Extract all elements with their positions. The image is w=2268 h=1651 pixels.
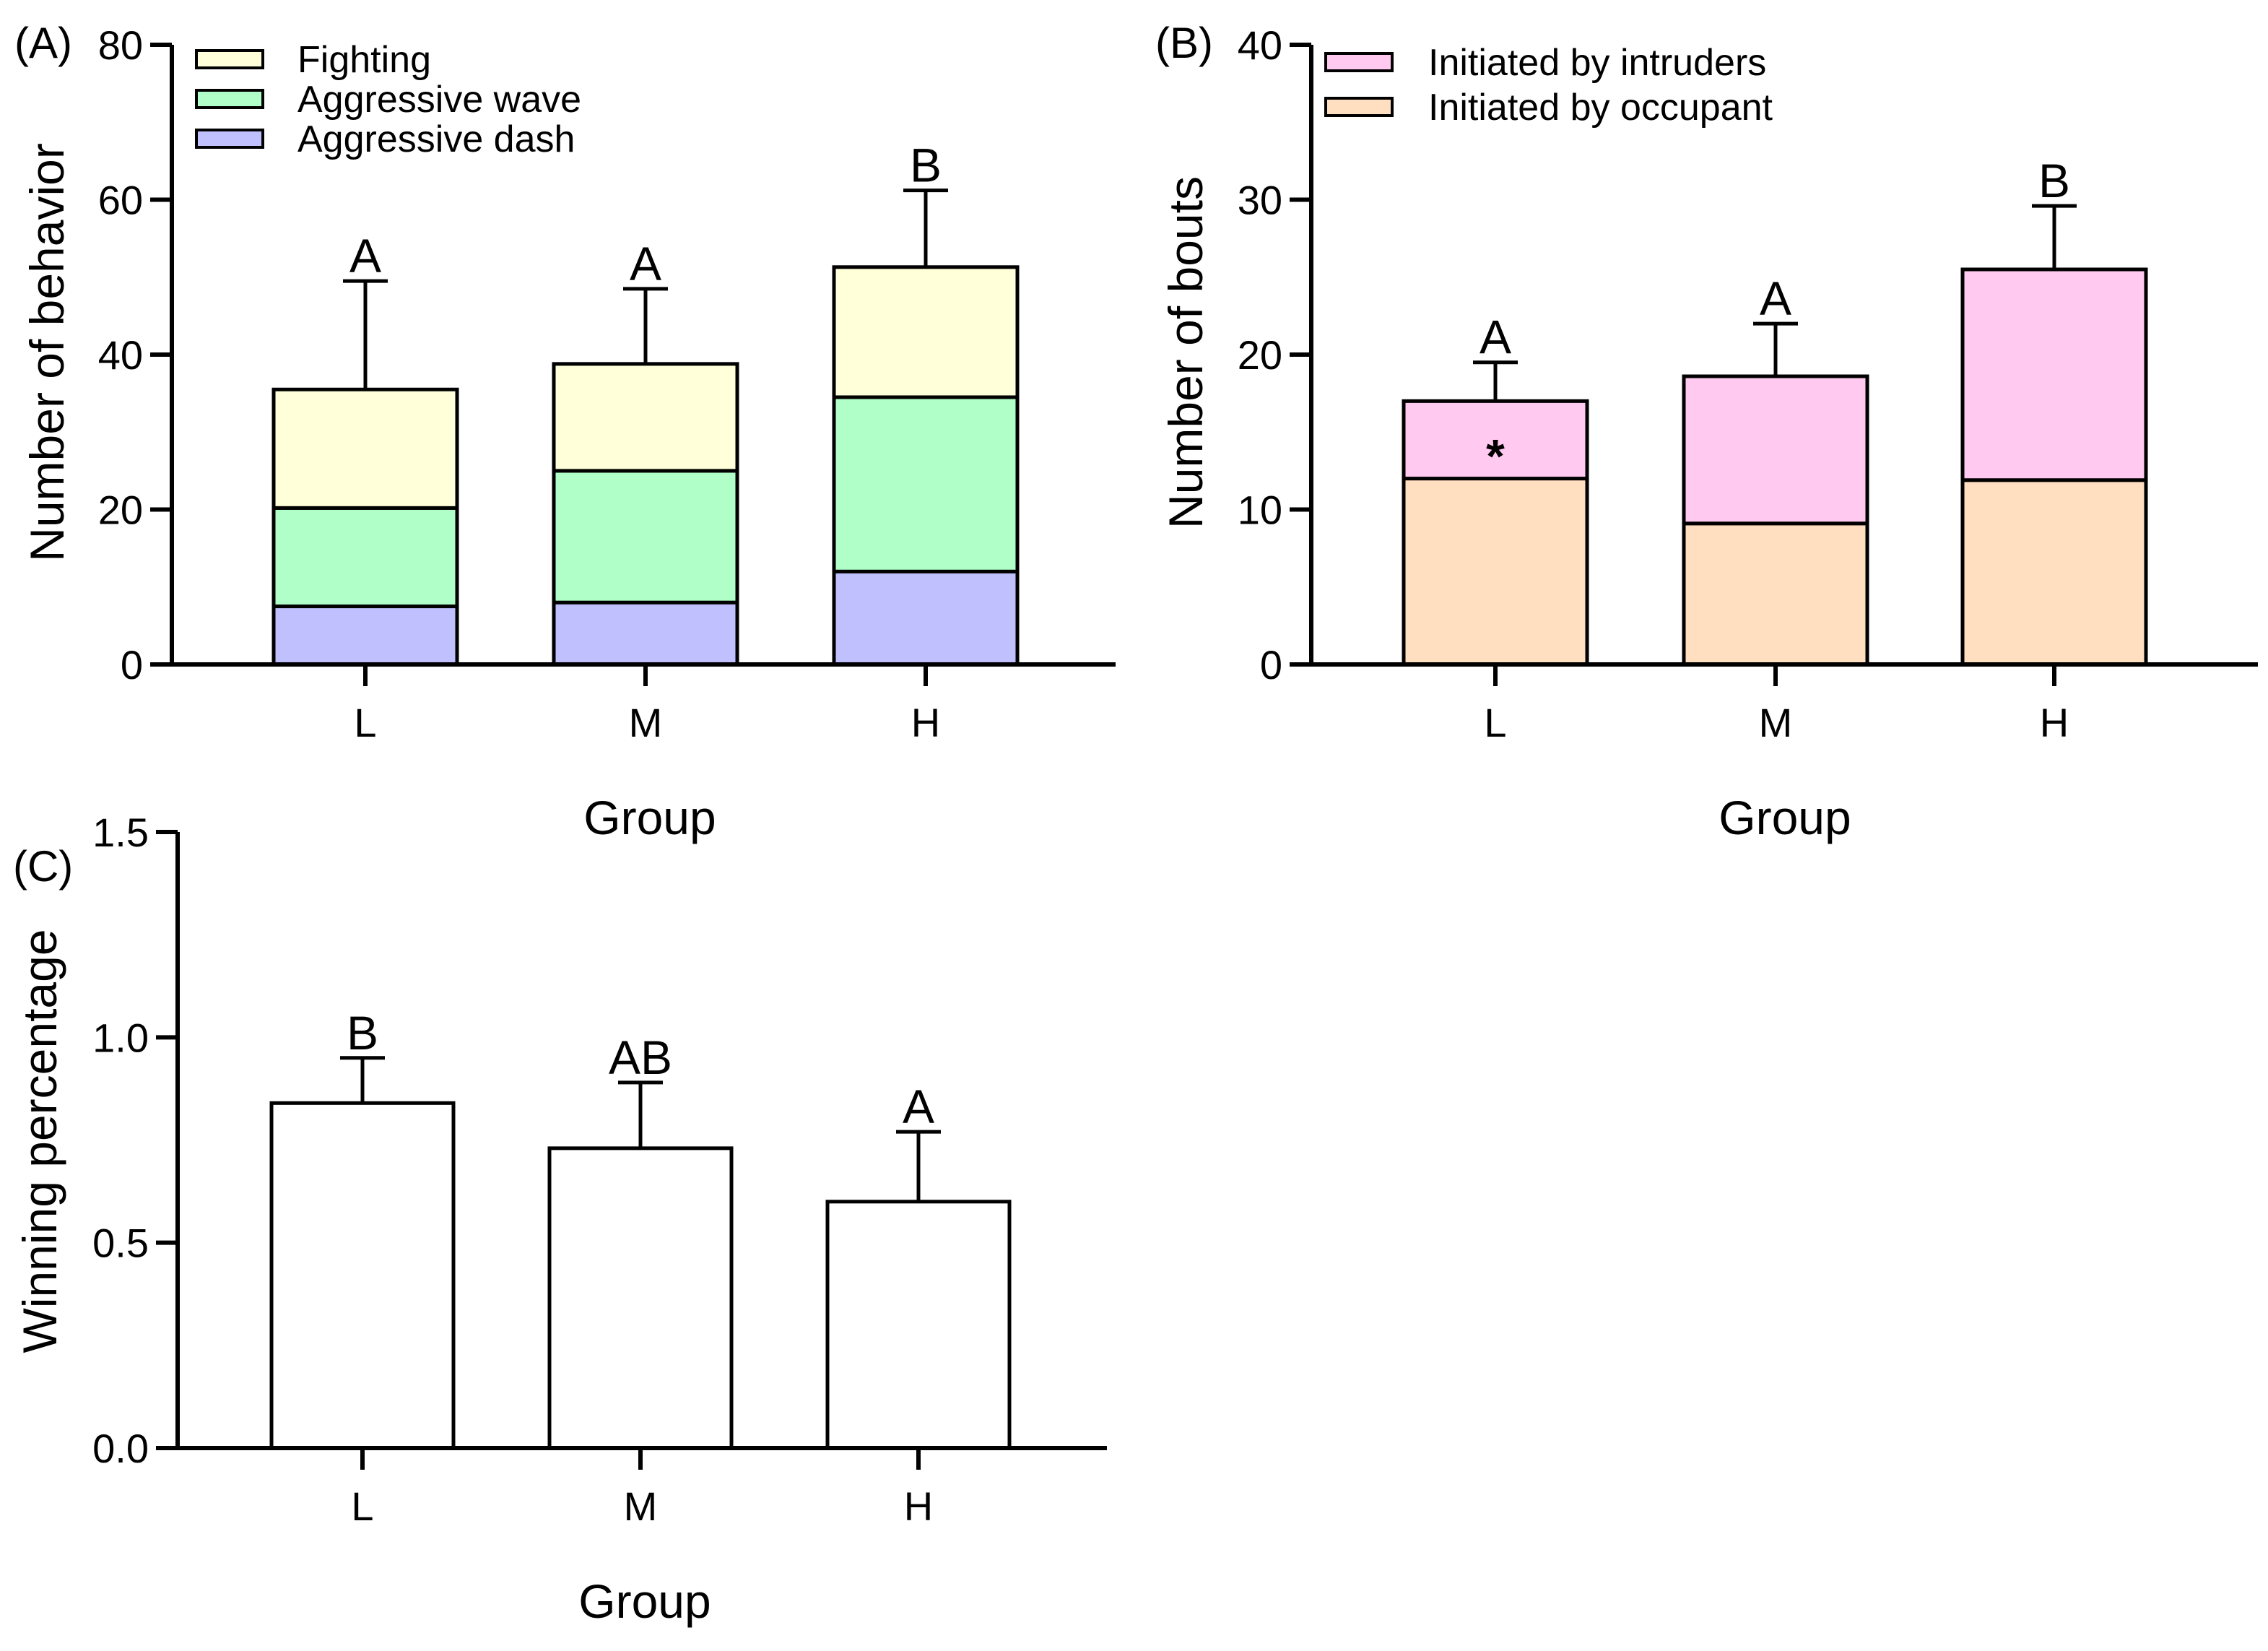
panel-b-significance-asterisk: * [1486, 430, 1505, 483]
panel-b-legend-swatch-initiated-by-intruders [1324, 52, 1394, 72]
panel-b-significance-letter-L: A [1480, 311, 1511, 364]
panel-c-x-tick-label-L: L [351, 1483, 373, 1529]
panel-c-bar-L [269, 1101, 456, 1450]
panel-a-y-tick-label-60: 60 [98, 178, 143, 223]
panel-a-bar-H-aggressive-wave [832, 395, 1020, 573]
panel-a-x-tick-label-L: L [354, 700, 376, 745]
panel-c-x-axis-title: Group [578, 1574, 711, 1628]
panel-b-bar-H-initiated-by-occupant [1960, 478, 2148, 667]
panel-b-significance-letter-H: B [2038, 154, 2070, 207]
panel-c-bar-H [825, 1200, 1012, 1450]
panel-a-y-tick-label-0: 0 [121, 642, 143, 688]
panel-b-legend-label-initiated-by-intruders: Initiated by intruders [1428, 42, 1766, 84]
panel-c-significance-letter-H: A [903, 1080, 934, 1133]
panel-c-x-tick-label-M: M [624, 1483, 658, 1529]
panel-b-x-tick-label-M: M [1759, 700, 1793, 745]
panel-c-y-axis-title: Winning percentage [13, 929, 66, 1353]
panel-a-bar-M-fighting [552, 362, 739, 473]
panel-b-x-tick-label-L: L [1484, 700, 1506, 745]
panel-a-significance-letter-M: A [630, 237, 661, 290]
panel-c-y-tick-label-0.0: 0.0 [92, 1426, 149, 1471]
panel-b-y-tick-label-30: 30 [1238, 178, 1282, 223]
panel-a-legend-swatch-aggressive-wave [195, 89, 264, 109]
panel-b-bar-M-initiated-by-occupant [1682, 521, 1869, 667]
panel-b-significance-letter-M: A [1760, 272, 1791, 325]
panel-a-y-tick-label-40: 40 [98, 332, 143, 378]
panel-a-bar-M-aggressive-wave [552, 469, 739, 604]
panel-a-bar-L-aggressive-wave [271, 506, 459, 609]
panel-a-y-axis-title: Number of behavior [20, 143, 74, 562]
panel-c-y-tick-label-1.0: 1.0 [92, 1015, 149, 1060]
panel-b-chart: (B) Number of bouts Group A L A M B H * 0 10 20 30… [1155, 19, 2258, 844]
panel-c-significance-letter-M: AB [609, 1031, 672, 1084]
panel-b-bar-H-initiated-by-intruders [1960, 267, 2148, 482]
panel-a-y-tick-label-20: 20 [98, 488, 143, 533]
panel-a-x-tick-label-H: H [911, 700, 940, 745]
panel-c-y-tick-label-1.5: 1.5 [92, 810, 149, 855]
panel-a-bar-H-fighting [832, 265, 1020, 399]
panel-b-x-axis-title: Group [1719, 791, 1851, 844]
panel-c-label: (C) [13, 842, 73, 890]
panel-a-significance-letter-H: B [910, 139, 942, 192]
panel-c-bar-M [547, 1146, 734, 1450]
panel-b-y-axis-title: Number of bouts [1159, 176, 1212, 529]
panel-c-y-tick-label-0.5: 0.5 [92, 1221, 149, 1266]
panel-b-bar-L-initiated-by-occupant [1402, 477, 1589, 667]
panel-c-x-tick-label-H: H [904, 1483, 933, 1529]
panel-a-bar-L-aggressive-dash [271, 604, 459, 667]
panel-a-bar-H-aggressive-dash [832, 569, 1020, 667]
panel-a-legend-swatch-fighting [195, 49, 264, 69]
panel-b-y-tick-label-0: 0 [1260, 642, 1282, 688]
panel-a-y-tick-label-80: 80 [98, 22, 143, 68]
panel-a-legend-label-aggressive-wave: Aggressive wave [297, 79, 581, 121]
panel-a-legend-label-aggressive-dash: Aggressive dash [297, 118, 575, 160]
panel-b-y-tick-label-20: 20 [1238, 332, 1282, 378]
panel-b-legend-label-initiated-by-occupant: Initiated by occupant [1428, 87, 1773, 129]
panel-a-x-tick-label-M: M [629, 700, 663, 745]
panel-c-significance-letter-L: B [347, 1006, 378, 1060]
panel-b-x-tick-label-H: H [2040, 700, 2069, 745]
panel-c-chart: (C) Winning percentage Group B L AB M A H 0.0 0… [13, 810, 1107, 1628]
panel-a-legend-label-fighting: Fighting [297, 39, 431, 81]
panel-a-significance-letter-L: A [349, 229, 381, 282]
panel-b-bar-L-initiated-by-intruders [1402, 399, 1589, 481]
panel-a-chart: (A) Number of behavior Group A L A M B H 0 20 40… [14, 19, 1116, 844]
panel-a-label: (A) [14, 19, 72, 67]
panel-a-bar-L-fighting [271, 387, 459, 510]
panel-a-bar-M-aggressive-dash [552, 600, 739, 667]
panel-a-x-axis-title: Group [583, 791, 716, 844]
panel-b-bar-M-initiated-by-intruders [1682, 374, 1869, 526]
panel-b-legend-swatch-initiated-by-occupant [1324, 97, 1394, 117]
panel-b-y-tick-label-40: 40 [1238, 22, 1282, 68]
panel-a-legend-swatch-aggressive-dash [195, 129, 264, 149]
panel-b-y-tick-label-10: 10 [1238, 488, 1282, 533]
panel-b-label: (B) [1155, 19, 1213, 67]
